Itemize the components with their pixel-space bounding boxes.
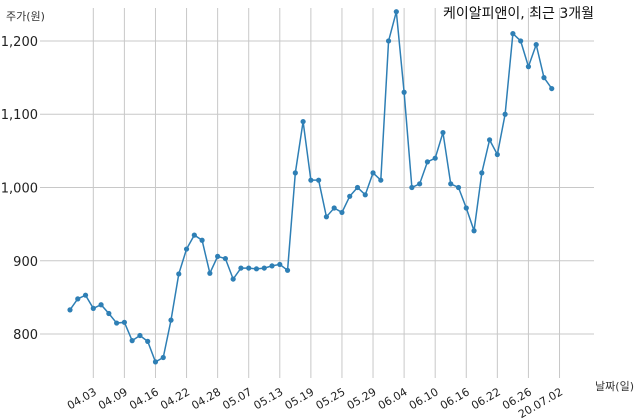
data-point: [339, 209, 345, 216]
x-tick-label: 04.16: [127, 385, 161, 412]
data-point: [471, 228, 477, 234]
data-point: [121, 319, 127, 325]
x-tick-label: 05.07: [220, 385, 254, 412]
data-point: [168, 317, 174, 323]
data-point: [409, 184, 415, 191]
data-point: [253, 266, 260, 272]
data-point: [424, 159, 431, 165]
data-point: [347, 193, 353, 199]
x-tick-label: 04.22: [158, 385, 192, 412]
data-point: [316, 177, 322, 183]
data-point: [300, 118, 306, 125]
data-point: [137, 332, 143, 339]
y-tick-label: 1,100: [1, 108, 38, 123]
data-point: [90, 305, 96, 311]
data-point: [67, 307, 73, 313]
data-point: [525, 64, 532, 70]
x-tick-label: 04.09: [96, 385, 130, 412]
x-tick-label: 06.10: [407, 385, 441, 412]
x-axis-ticks: 04.0304.0904.1604.2204.2805.0705.1305.19…: [65, 385, 565, 419]
y-tick-label: 800: [13, 328, 38, 343]
x-tick-label: 05.13: [252, 385, 286, 412]
data-point: [479, 170, 485, 176]
data-point: [284, 267, 291, 273]
data-point: [440, 129, 446, 136]
y-axis-ticks: 800 900 1,000 1,100 1,200: [1, 35, 38, 343]
data-point: [191, 232, 197, 238]
data-point: [417, 181, 423, 187]
data-point: [183, 246, 190, 252]
data-point: [152, 359, 159, 365]
data-point: [207, 270, 213, 276]
x-tick-label: 05.19: [283, 385, 317, 412]
data-point: [331, 205, 337, 211]
data-point: [354, 184, 361, 191]
data-point: [82, 292, 89, 298]
data-point: [215, 253, 221, 259]
data-point: [277, 261, 283, 268]
x-tick-label: 06.22: [469, 385, 503, 412]
data-point: [370, 170, 376, 176]
data-point: [199, 237, 205, 243]
data-point: [486, 137, 493, 143]
data-point: [269, 263, 275, 269]
data-point: [106, 310, 112, 317]
x-tick-label: 04.28: [189, 385, 223, 412]
series-group: [67, 9, 555, 365]
data-point: [463, 205, 469, 211]
x-tick-label: 06.16: [438, 385, 472, 412]
y-axis-label: 주가(원): [6, 10, 45, 23]
x-tick-label: 05.29: [345, 385, 379, 412]
data-point: [238, 265, 244, 271]
data-point: [533, 42, 539, 48]
data-point: [292, 170, 298, 176]
data-point: [401, 89, 407, 95]
data-point: [510, 31, 516, 37]
data-point: [549, 85, 555, 92]
x-axis-label: 날짜(일): [595, 379, 634, 393]
data-point: [448, 181, 454, 187]
y-tick-label: 1,200: [1, 35, 38, 50]
data-point: [378, 177, 384, 183]
data-point: [502, 111, 508, 117]
data-point: [230, 276, 236, 282]
chart-title: 케이알피앤이, 최근 3개월: [443, 6, 594, 22]
grid: [40, 8, 594, 378]
data-point: [541, 75, 547, 81]
data-point: [455, 184, 462, 191]
data-point: [432, 155, 438, 161]
x-tick-label: 05.25: [314, 385, 348, 412]
data-point: [222, 255, 228, 262]
data-point: [393, 9, 399, 15]
data-point: [75, 296, 81, 302]
data-point: [385, 38, 392, 44]
x-tick-label: 06.04: [376, 385, 410, 412]
data-point: [145, 338, 151, 344]
data-point: [98, 302, 104, 308]
data-point: [308, 177, 314, 183]
data-point: [261, 265, 267, 271]
data-point: [494, 151, 500, 158]
data-point: [176, 271, 182, 277]
data-point: [246, 265, 252, 271]
data-point: [323, 214, 330, 220]
data-point: [160, 354, 166, 361]
y-tick-label: 1,000: [1, 182, 38, 197]
data-point: [114, 320, 120, 326]
data-point: [518, 38, 524, 44]
x-tick-label: 04.03: [65, 385, 99, 412]
data-point: [362, 192, 368, 198]
data-point: [129, 338, 135, 344]
y-tick-label: 900: [13, 255, 38, 270]
